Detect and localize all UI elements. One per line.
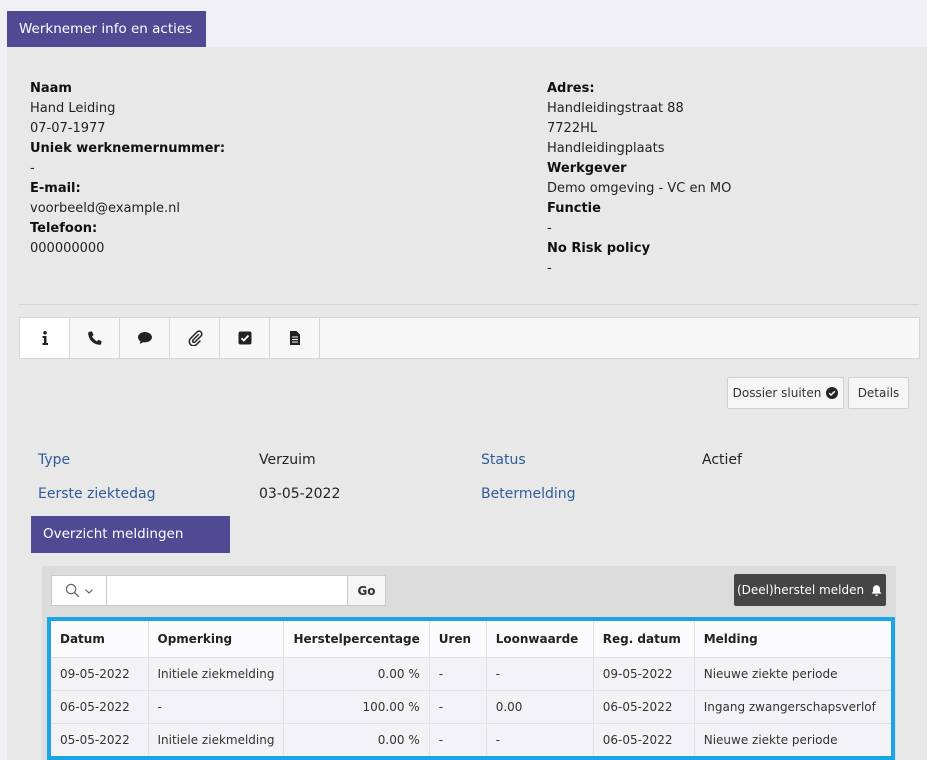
meldingen-table: Datum Opmerking Herstelpercentage Uren L… — [51, 621, 891, 756]
tab-tasks[interactable] — [220, 318, 270, 358]
cell-datum: 05-05-2022 — [51, 723, 149, 756]
cell-loonwaarde: 0.00 — [486, 690, 594, 724]
details-button[interactable]: Details — [848, 377, 909, 409]
type-label: Type — [38, 452, 71, 468]
cell-reg-datum: 06-05-2022 — [593, 690, 695, 724]
search-group: Go — [51, 575, 386, 606]
info-icon — [42, 331, 48, 345]
search-dropdown-button[interactable] — [52, 576, 107, 605]
table-row[interactable]: 09-05-2022 Initiele ziekmelding 0.00 % -… — [51, 657, 891, 691]
telefoon-value: 000000000 — [30, 241, 105, 256]
email-value: voorbeeld@example.nl — [30, 201, 180, 216]
chevron-down-icon — [84, 588, 93, 594]
employee-panel: Naam Hand Leiding 07-07-1977 Uniek werkn… — [7, 47, 927, 760]
cell-datum: 09-05-2022 — [51, 657, 149, 691]
cell-opmerking: Initiele ziekmelding — [148, 657, 285, 691]
comment-icon — [137, 332, 152, 344]
adres-label: Adres: — [547, 81, 595, 96]
document-icon — [289, 331, 300, 345]
herstel-melden-label: (Deel)herstel melden — [736, 583, 865, 597]
header-tab[interactable]: Werknemer info en acties — [7, 11, 206, 47]
geboortedatum-value: 07-07-1977 — [30, 121, 106, 136]
col-reg-datum[interactable]: Reg. datum — [593, 621, 695, 658]
betermelding-label: Betermelding — [481, 486, 576, 502]
meldingen-area: Go (Deel)herstel melden Datum Opmerking … — [42, 566, 896, 760]
check-circle-icon — [826, 387, 839, 399]
werknemernummer-value: - — [30, 161, 35, 176]
eerste-ziektedag-label: Eerste ziektedag — [38, 486, 156, 502]
employee-info-right: Adres: Handleidingstraat 88 7722HL Handl… — [547, 79, 731, 279]
cell-reg-datum: 09-05-2022 — [593, 657, 695, 691]
paperclip-icon — [188, 330, 203, 346]
meldingen-table-container: Datum Opmerking Herstelpercentage Uren L… — [47, 617, 895, 760]
werkgever-label: Werkgever — [547, 161, 627, 176]
cell-uren: - — [429, 657, 487, 691]
functie-value: - — [547, 221, 552, 236]
tab-info[interactable] — [20, 318, 70, 358]
search-icon — [65, 583, 79, 598]
cell-loonwaarde: - — [486, 657, 594, 691]
status-value: Actief — [702, 452, 742, 468]
col-datum[interactable]: Datum — [51, 621, 149, 658]
cell-herstelpercentage: 0.00 % — [283, 657, 430, 691]
werknemernummer-label: Uniek werknemernummer: — [30, 141, 226, 156]
naam-label: Naam — [30, 81, 72, 96]
dossier-sluiten-label: Dossier sluiten — [732, 386, 822, 400]
herstel-melden-button[interactable]: (Deel)herstel melden — [734, 574, 886, 606]
adres-postcode: 7722HL — [547, 121, 598, 136]
cell-uren: - — [429, 690, 487, 724]
search-input[interactable] — [107, 576, 347, 605]
col-melding[interactable]: Melding — [694, 621, 891, 658]
col-herstelpercentage[interactable]: Herstelpercentage — [283, 621, 430, 658]
cell-opmerking: Initiele ziekmelding — [148, 723, 285, 756]
table-row[interactable]: 06-05-2022 - 100.00 % - 0.00 06-05-2022 … — [51, 690, 891, 724]
norisk-label: No Risk policy — [547, 241, 651, 256]
tab-phone[interactable] — [70, 318, 120, 358]
telefoon-label: Telefoon: — [30, 221, 98, 236]
tab-documents[interactable] — [270, 318, 320, 358]
go-button[interactable]: Go — [347, 576, 385, 605]
email-label: E-mail: — [30, 181, 81, 196]
functie-label: Functie — [547, 201, 601, 216]
divider — [19, 304, 919, 305]
table-row[interactable]: 05-05-2022 Initiele ziekmelding 0.00 % -… — [51, 723, 891, 756]
dossier-sluiten-button[interactable]: Dossier sluiten — [727, 377, 844, 409]
col-loonwaarde[interactable]: Loonwaarde — [486, 621, 594, 658]
werkgever-value: Demo omgeving - VC en MO — [547, 181, 732, 196]
cell-opmerking: - — [148, 690, 285, 724]
cell-uren: - — [429, 723, 487, 756]
cell-herstelpercentage: 100.00 % — [283, 690, 430, 724]
type-value: Verzuim — [259, 452, 316, 468]
cell-herstelpercentage: 0.00 % — [283, 723, 430, 756]
cell-melding: Nieuwe ziekte periode — [694, 723, 891, 756]
cell-melding: Nieuwe ziekte periode — [694, 657, 891, 691]
eerste-ziektedag-value: 03-05-2022 — [259, 486, 341, 502]
cell-reg-datum: 06-05-2022 — [593, 723, 695, 756]
col-uren[interactable]: Uren — [429, 621, 487, 658]
tab-comments[interactable] — [120, 318, 170, 358]
checkbox-icon — [238, 331, 251, 345]
norisk-value: - — [547, 261, 552, 276]
status-label: Status — [481, 452, 526, 468]
meldingen-tab[interactable]: Overzicht meldingen — [31, 516, 230, 553]
adres-plaats: Handleidingplaats — [547, 141, 665, 156]
tab-attachments[interactable] — [170, 318, 220, 358]
employee-info-left: Naam Hand Leiding 07-07-1977 Uniek werkn… — [30, 79, 225, 259]
phone-icon — [87, 331, 102, 345]
icon-tab-bar — [19, 317, 920, 359]
cell-datum: 06-05-2022 — [51, 690, 149, 724]
naam-value: Hand Leiding — [30, 101, 116, 116]
adres-straat: Handleidingstraat 88 — [547, 101, 684, 116]
cell-melding: Ingang zwangerschapsverlof — [694, 690, 891, 724]
table-header-row: Datum Opmerking Herstelpercentage Uren L… — [51, 621, 891, 658]
bell-icon — [871, 584, 882, 596]
cell-loonwaarde: - — [486, 723, 594, 756]
col-opmerking[interactable]: Opmerking — [148, 621, 285, 658]
